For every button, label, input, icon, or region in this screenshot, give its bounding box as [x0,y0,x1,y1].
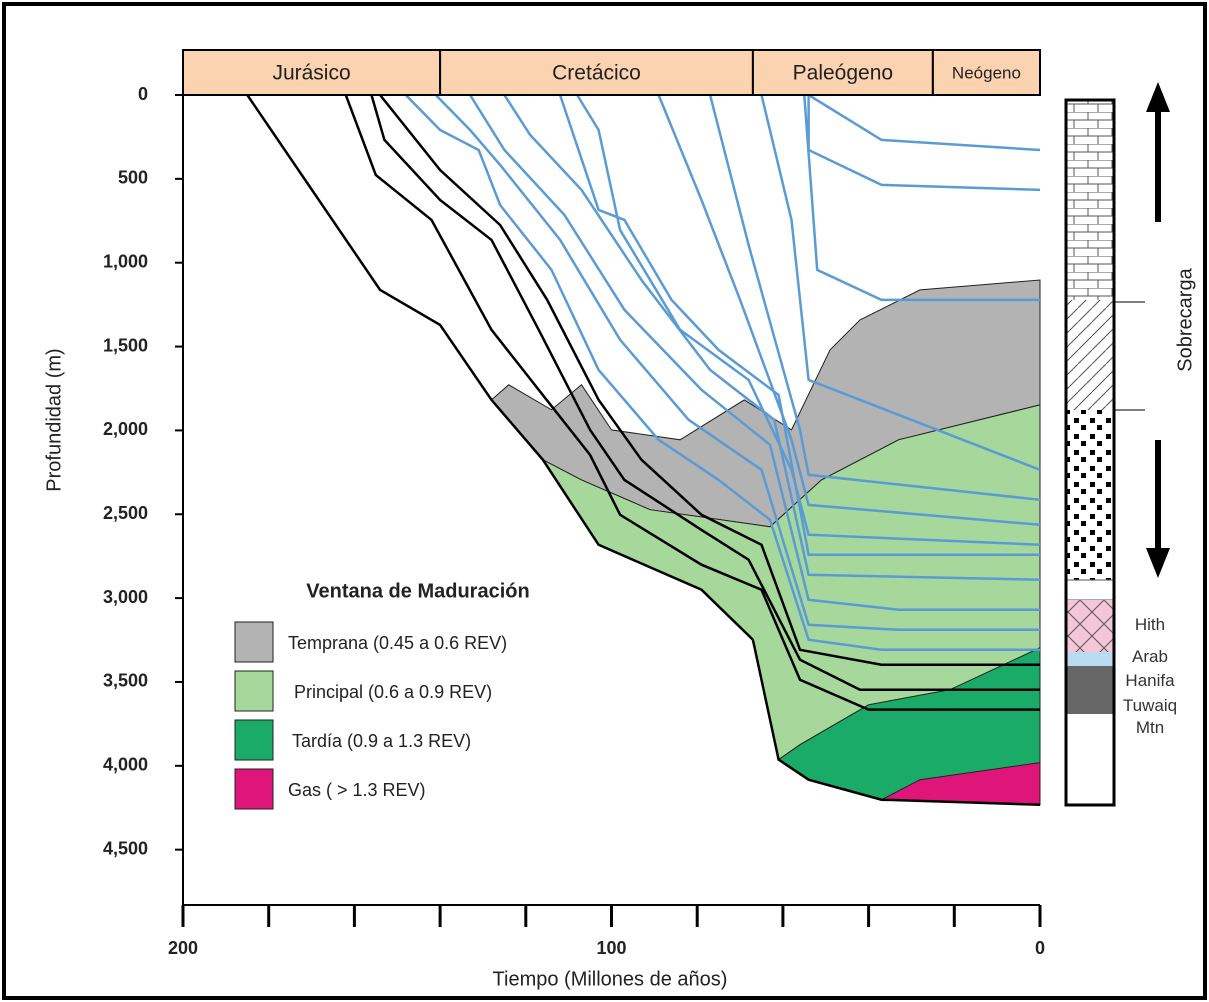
legend-swatch [234,670,274,712]
period-label: Paleógeno [793,62,893,85]
formation-label: Hith [1134,615,1166,634]
x-axis-title: Tiempo (Millones de años) [493,968,728,990]
legend-swatch [234,768,274,810]
y-tick-label: 3,000 [103,587,148,607]
burial-line [469,94,1040,611]
legend-label: Temprana (0.45 a 0.6 REV) [288,633,507,653]
burial-line [760,94,1041,471]
burial-line [807,93,1041,152]
period-box [931,49,1041,96]
period-label: Neógeno [952,63,1021,82]
y-tick-label: 4,000 [103,755,148,775]
y-tick-label: 500 [118,168,148,188]
y-tick-label: 3,500 [103,671,148,691]
burial-line [246,94,1041,806]
x-tick-label: 0 [1035,938,1045,958]
y-tick-label: 4,500 [103,838,148,858]
period-label: Cretácico [552,62,641,85]
y-tick-label: 1,000 [103,251,148,271]
strat-layer [1066,300,1114,410]
legend-swatch [234,621,274,663]
burial-line [708,94,1041,502]
burial-line [344,94,1040,711]
period-label: Jurásico [272,62,350,85]
strat-layer [1066,666,1114,714]
legend-swatch [234,719,274,761]
strat-column: Sobrecarga [1064,82,1196,807]
formation-label: Hanifa [1125,671,1175,690]
plot: Jurásico Cretácico Paleógeno Neógeno 0 500 1,0… [103,49,1045,958]
burial-line [558,94,1040,557]
arrow-head [1146,548,1170,578]
legend-label: Principal (0.6 a 0.9 REV) [294,682,492,702]
formation-label: Tuwaiq Mtn [1122,696,1178,737]
strat-column-outline [1064,98,1116,807]
burial-line [803,94,1040,302]
arrow-head [1146,82,1170,112]
legend-label: Gas ( > 1.3 REV) [288,780,426,800]
period-box [182,49,442,96]
period-box [439,49,754,96]
column-label: Sobrecarga [1174,267,1196,371]
legend-label: Tardía (0.9 a 1.3 REV) [292,731,471,751]
y-tick-label: 1,500 [103,335,148,355]
burial-line [370,94,1040,691]
strat-layer [1066,410,1114,580]
x-tick-label: 100 [596,938,626,958]
x-tick-label: 200 [168,938,198,958]
y-axis-title: Profundidad (m) [43,348,65,491]
y-tick-label: 2,500 [103,503,148,523]
formation-label: Arab [1132,647,1168,666]
burial-line [657,94,1041,527]
strat-layer [1066,600,1114,652]
burial-line [434,94,1040,632]
strat-layer [1066,100,1114,300]
burial-line [576,94,1041,547]
y-tick-label: 0 [138,84,148,104]
strat-layer [1065,579,1115,601]
burial-line [807,95,1041,192]
legend-title: Ventana de Maduración [306,580,529,602]
burial-line [379,94,1040,666]
y-tick-label: 2,000 [103,419,148,439]
period-box [751,49,934,96]
burial-line [404,94,1040,652]
strat-layer [1066,652,1114,666]
